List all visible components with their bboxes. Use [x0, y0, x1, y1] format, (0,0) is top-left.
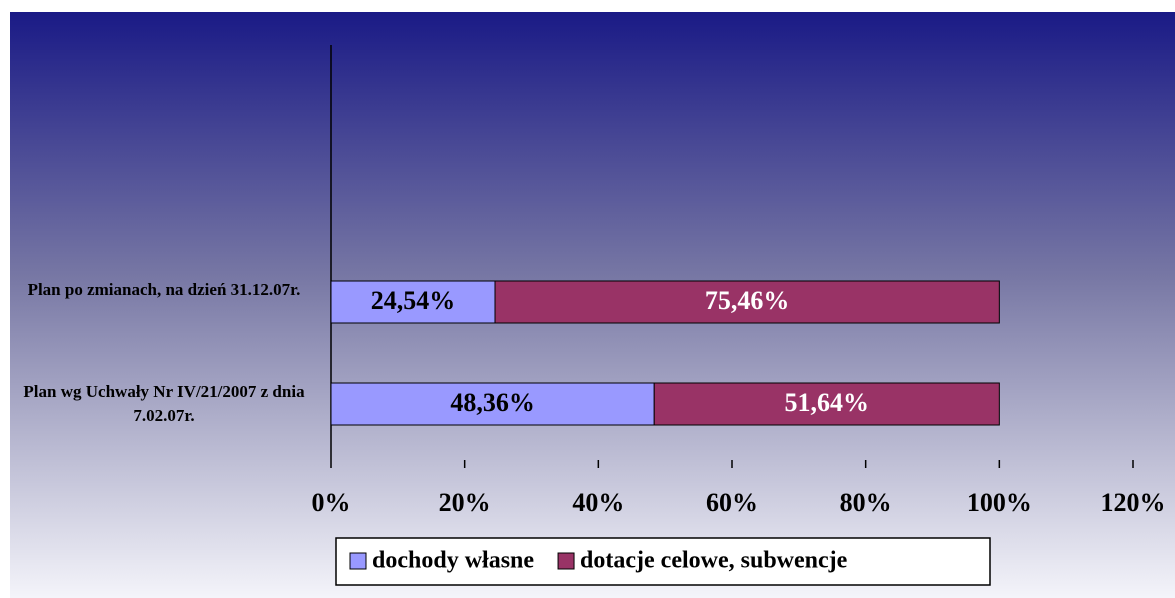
x-tick-label: 60%: [706, 488, 758, 517]
category-label: Plan po zmianach, na dzień 31.12.07r.: [27, 280, 301, 299]
legend-box: [335, 537, 991, 586]
x-tick-label: 0%: [312, 488, 351, 517]
legend-swatch: [557, 552, 575, 570]
x-tick-label: 80%: [840, 488, 892, 517]
data-label: 75,46%: [705, 286, 790, 315]
bar-segment: [330, 280, 496, 324]
bar-segment: [494, 280, 1000, 324]
data-label: 24,54%: [371, 286, 456, 315]
legend-label: dotacje celowe, subwencje: [580, 548, 848, 574]
x-tick-label: 20%: [439, 488, 491, 517]
category-label: Plan wg Uchwały Nr IV/21/2007 z dnia 7.0…: [23, 382, 305, 425]
data-label: 51,64%: [785, 388, 870, 417]
x-tick-label: 40%: [572, 488, 624, 517]
data-label: 48,36%: [450, 388, 535, 417]
legend-label: dochody własne: [372, 548, 534, 574]
bar-segment: [653, 382, 1000, 426]
bar-segment: [330, 382, 655, 426]
x-tick-label: 120%: [1101, 488, 1166, 517]
x-tick-label: 100%: [967, 488, 1032, 517]
legend-swatch: [349, 552, 367, 570]
